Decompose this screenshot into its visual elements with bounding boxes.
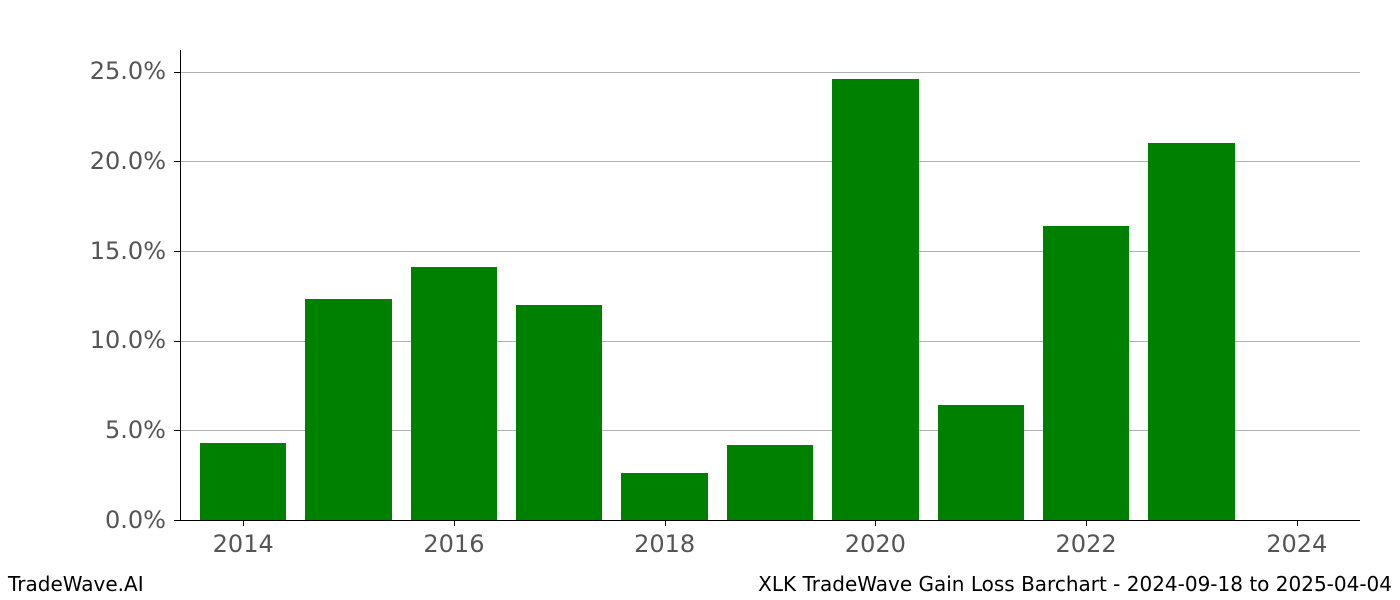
x-tick-label: 2022 — [1056, 530, 1117, 558]
x-axis-spine — [180, 520, 1360, 521]
bar — [727, 445, 813, 520]
footer-right-caption: XLK TradeWave Gain Loss Barchart - 2024-… — [758, 572, 1392, 596]
bar — [1148, 143, 1234, 520]
x-tick-label: 2016 — [423, 530, 484, 558]
y-tick-label: 5.0% — [16, 416, 166, 444]
y-tick-label: 15.0% — [16, 237, 166, 265]
bar — [200, 443, 286, 520]
x-tick-label: 2020 — [845, 530, 906, 558]
bar — [832, 79, 918, 520]
y-tick-label: 25.0% — [16, 57, 166, 85]
plot-area: 0.0%5.0%10.0%15.0%20.0%25.0%201420162018… — [180, 50, 1360, 520]
y-tick-label: 20.0% — [16, 147, 166, 175]
bar — [516, 305, 602, 520]
y-axis-spine — [180, 50, 181, 520]
bar — [621, 473, 707, 520]
chart-canvas: 0.0% 5.0% 10.0% 15.0% 20.0% 25.0% 2014 2016 2018… — [0, 0, 1400, 600]
y-tick-label: 0.0% — [16, 506, 166, 534]
bar — [411, 267, 497, 520]
y-gridline — [180, 72, 1360, 73]
bar — [938, 405, 1024, 520]
x-tick-label: 2018 — [634, 530, 695, 558]
x-tick-label: 2014 — [213, 530, 274, 558]
y-tick-label: 10.0% — [16, 326, 166, 354]
bar — [1043, 226, 1129, 520]
footer-left-credit: TradeWave.AI — [8, 572, 144, 596]
bar — [305, 299, 391, 520]
x-tick-label: 2024 — [1266, 530, 1327, 558]
